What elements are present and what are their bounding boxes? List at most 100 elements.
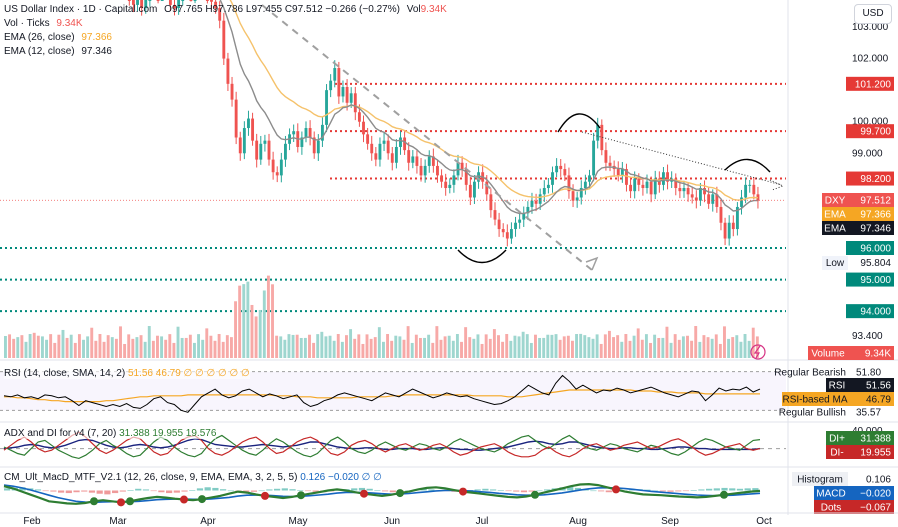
candle-body[interactable]: [719, 206, 723, 223]
symbol-title[interactable]: US Dollar Index · 1D · Capital.com: [4, 4, 158, 15]
candle-body[interactable]: [604, 150, 608, 163]
currency-button[interactable]: USD: [854, 4, 892, 24]
candle-body[interactable]: [411, 156, 415, 163]
candle-body[interactable]: [436, 165, 439, 176]
candle-body[interactable]: [666, 172, 669, 182]
candle-body[interactable]: [382, 140, 386, 144]
candle-body[interactable]: [300, 137, 304, 147]
candle-body[interactable]: [333, 68, 337, 81]
candle-body[interactable]: [625, 169, 628, 185]
candle-body[interactable]: [292, 131, 296, 135]
candle-body[interactable]: [144, 0, 148, 9]
candle-body[interactable]: [464, 169, 468, 185]
candle-body[interactable]: [588, 175, 591, 182]
candle-body[interactable]: [131, 0, 135, 5]
candle-body[interactable]: [415, 156, 419, 166]
candle-body[interactable]: [686, 188, 690, 195]
candle-body[interactable]: [263, 140, 267, 144]
dotted-trendline[interactable]: [581, 131, 783, 186]
candle-body[interactable]: [177, 0, 181, 9]
candle-body[interactable]: [522, 213, 526, 220]
candle-body[interactable]: [711, 194, 715, 204]
candle-body[interactable]: [653, 178, 657, 195]
candle-body[interactable]: [579, 188, 583, 198]
candle-body[interactable]: [477, 172, 480, 182]
lightning-icon[interactable]: [750, 344, 766, 360]
candle-body[interactable]: [427, 156, 431, 166]
candle-body[interactable]: [505, 232, 509, 239]
candle-body[interactable]: [304, 128, 308, 138]
candle-body[interactable]: [431, 156, 435, 166]
candle-body[interactable]: [703, 188, 706, 195]
candle-body[interactable]: [497, 219, 501, 230]
candle-body[interactable]: [629, 184, 633, 192]
candle-body[interactable]: [468, 184, 472, 198]
candle-body[interactable]: [526, 206, 530, 214]
candle-body[interactable]: [259, 143, 263, 160]
rsi-legend[interactable]: RSI (14, close, SMA, 14, 2) 51.56 46.79 …: [4, 368, 250, 379]
candle-body[interactable]: [390, 153, 394, 163]
candle-body[interactable]: [230, 83, 234, 100]
candle-body[interactable]: [127, 0, 131, 1]
candle-body[interactable]: [341, 86, 345, 97]
legend-volume-row[interactable]: Vol · Ticks 9.34K: [4, 17, 83, 31]
candle-body[interactable]: [444, 181, 448, 189]
candle-body[interactable]: [493, 210, 497, 220]
downtrend-line[interactable]: [261, 4, 593, 271]
candle-body[interactable]: [279, 159, 283, 176]
candle-body[interactable]: [255, 140, 259, 160]
candle-body[interactable]: [674, 178, 678, 189]
candle-body[interactable]: [173, 4, 176, 9]
candle-body[interactable]: [641, 184, 645, 189]
candle-body[interactable]: [744, 184, 748, 198]
candle-body[interactable]: [362, 121, 365, 135]
candle-body[interactable]: [193, 0, 197, 1]
candle-body[interactable]: [518, 219, 522, 223]
candle-body[interactable]: [312, 137, 316, 154]
candle-body[interactable]: [530, 200, 534, 207]
candle-body[interactable]: [731, 222, 735, 230]
candle-body[interactable]: [366, 134, 370, 144]
candle-body[interactable]: [551, 172, 554, 185]
candle-body[interactable]: [205, 0, 209, 1]
candle-body[interactable]: [218, 8, 222, 21]
candle-body[interactable]: [349, 93, 353, 103]
candle-body[interactable]: [353, 93, 357, 113]
candle-body[interactable]: [181, 0, 185, 1]
candle-body[interactable]: [707, 194, 711, 204]
candle-body[interactable]: [210, 0, 213, 2]
candle-body[interactable]: [600, 124, 604, 151]
candle-body[interactable]: [715, 194, 719, 207]
candle-body[interactable]: [723, 222, 727, 239]
adx-legend[interactable]: ADX and DI for v4 (7, 20) 31.388 19.955 …: [4, 428, 217, 439]
candle-body[interactable]: [242, 128, 246, 154]
candle-body[interactable]: [678, 188, 682, 192]
candle-body[interactable]: [575, 197, 579, 201]
candle-body[interactable]: [727, 222, 731, 239]
candle-body[interactable]: [407, 150, 411, 163]
legend-ema26-row[interactable]: EMA (26, close) 97.366: [4, 31, 112, 45]
macd-pane[interactable]: [3, 482, 761, 507]
candle-body[interactable]: [649, 181, 653, 195]
candle-body[interactable]: [399, 137, 402, 147]
candle-body[interactable]: [756, 194, 760, 201]
candle-body[interactable]: [698, 188, 702, 201]
candle-body[interactable]: [645, 181, 649, 189]
candle-body[interactable]: [168, 0, 172, 5]
candle-body[interactable]: [514, 222, 517, 230]
candle-body[interactable]: [694, 197, 698, 201]
candle-body[interactable]: [251, 118, 255, 141]
candle-body[interactable]: [620, 169, 624, 176]
candle-body[interactable]: [563, 169, 567, 176]
candle-body[interactable]: [440, 175, 444, 182]
candle-body[interactable]: [267, 140, 271, 160]
candle-body[interactable]: [423, 165, 427, 176]
candle-body[interactable]: [555, 165, 559, 173]
candle-body[interactable]: [419, 165, 423, 176]
candle-body[interactable]: [140, 0, 144, 9]
candle-body[interactable]: [148, 0, 152, 1]
candle-body[interactable]: [592, 140, 596, 176]
candle-body[interactable]: [740, 197, 743, 207]
candle-body[interactable]: [247, 118, 250, 129]
